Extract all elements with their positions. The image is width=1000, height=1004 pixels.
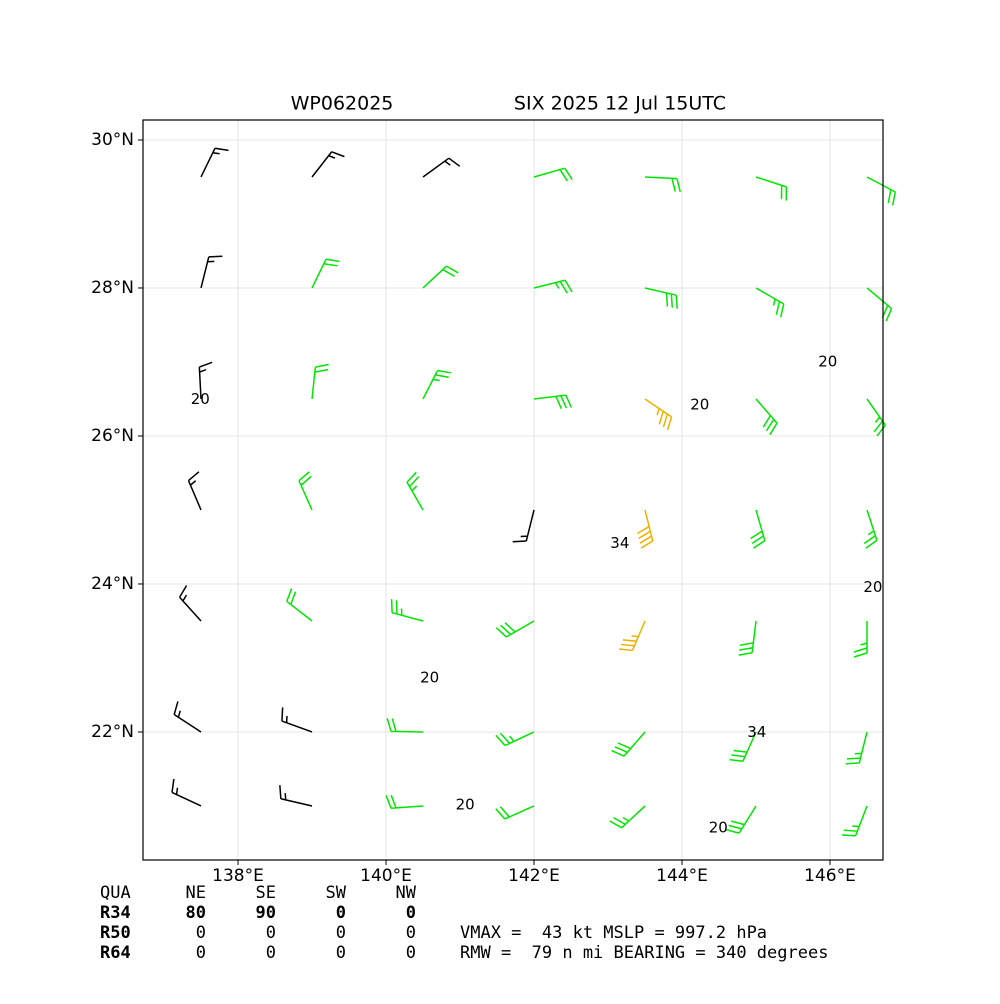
wind-barb (495, 805, 535, 820)
summary-line: VMAX = 43 kt MSLP = 997.2 hPa (460, 923, 767, 943)
table-header: NW (396, 883, 417, 903)
wind-barb (853, 620, 868, 658)
table-header: SE (256, 883, 276, 903)
summary-line: RMW = 79 n mi BEARING = 340 degrees (460, 943, 828, 963)
wind-barb (422, 369, 452, 400)
table-cell: 0 (336, 923, 346, 943)
wind-barb (422, 265, 459, 289)
y-tick-label: 28°N (91, 278, 134, 298)
table-cell: 0 (266, 923, 276, 943)
wind-barb (609, 805, 646, 829)
table-cell: 0 (196, 943, 206, 963)
wind-barb (200, 147, 229, 178)
wind-barb (863, 509, 878, 549)
y-tick-label: 30°N (91, 130, 134, 150)
wind-barb (198, 361, 213, 400)
wind-barb (611, 731, 646, 757)
wind-barb (311, 151, 345, 178)
wind-barb (866, 287, 893, 322)
wind-barb (495, 620, 535, 638)
wind-barb (729, 731, 757, 762)
wind-barb (866, 176, 897, 206)
wind-barb (200, 255, 223, 289)
wind-barb (187, 471, 202, 511)
x-tick-label: 140°E (360, 866, 412, 886)
contour-label: 20 (818, 352, 837, 370)
row-label: R64 (100, 943, 131, 963)
wind-barb (178, 585, 202, 622)
table-cell: 0 (336, 943, 346, 963)
table-cell: 0 (266, 943, 276, 963)
row-label: R34 (100, 903, 131, 923)
contour-label: 34 (610, 534, 629, 552)
wind-barb (644, 176, 682, 193)
x-tick-label: 144°E (656, 866, 708, 886)
wind-barb (755, 398, 778, 436)
wind-barb (386, 718, 424, 733)
y-tick-label: 22°N (91, 722, 134, 742)
wind-barb (173, 701, 202, 733)
wind-barb (644, 398, 673, 431)
wind-barb (533, 167, 573, 182)
wind-barb (279, 785, 313, 807)
contour-label: 20 (709, 819, 728, 837)
wind-barb (750, 509, 766, 549)
wind-barb (406, 471, 424, 511)
contour-label: 20 (456, 796, 475, 814)
contour-label: 20 (420, 668, 439, 686)
title-right: SIX 2025 12 Jul 15UTC (514, 93, 726, 115)
map-frame (142, 119, 884, 861)
wind-barb (390, 599, 424, 622)
y-tick-label: 24°N (91, 574, 134, 594)
x-tick-label: 138°E (212, 866, 264, 886)
title-left: WP062025 (291, 93, 394, 115)
wind-barb (755, 287, 785, 318)
wind-barb (841, 805, 868, 837)
contour-label: 20 (863, 578, 882, 596)
wind-barb (286, 588, 313, 622)
contour-label: 34 (747, 723, 766, 741)
wind-barb (281, 707, 313, 733)
wind-barb (495, 731, 535, 747)
wind-barb (311, 363, 329, 400)
table-cell: 90 (256, 903, 276, 923)
table-cell: 80 (186, 903, 206, 923)
wind-barb (385, 794, 424, 809)
wind-barb (533, 394, 573, 410)
wind-barb (171, 778, 202, 807)
map-area: 20 20 20 20 20 20 20 34 34 (143, 120, 897, 860)
x-tick-label: 146°E (804, 866, 856, 886)
wind-barb (618, 620, 646, 652)
wind-barb (512, 509, 535, 543)
table-header: NE (186, 883, 206, 903)
table-cell: 0 (406, 903, 416, 923)
table-cell: 0 (336, 903, 346, 923)
table-header: QUA (100, 883, 131, 903)
row-label: R50 (100, 923, 131, 943)
wind-barb (725, 805, 757, 834)
table-cell: 0 (406, 943, 416, 963)
wind-barb (298, 471, 313, 511)
wind-barb (755, 176, 788, 201)
wind-barb (866, 398, 886, 437)
wind-barb (637, 509, 654, 549)
table-cell: 0 (196, 923, 206, 943)
y-tick-label: 26°N (91, 426, 134, 446)
wind-barb (644, 287, 678, 309)
wind-barb (738, 620, 757, 656)
contour-label: 20 (191, 390, 210, 408)
x-tick-label: 142°E (508, 866, 560, 886)
table-cell: 0 (406, 923, 416, 943)
contour-label: 20 (690, 395, 709, 413)
table-header: SW (326, 883, 347, 903)
wind-barb (311, 258, 340, 289)
wind-barb (422, 157, 461, 178)
wind-barb (533, 279, 573, 294)
wind-barb (845, 731, 868, 765)
